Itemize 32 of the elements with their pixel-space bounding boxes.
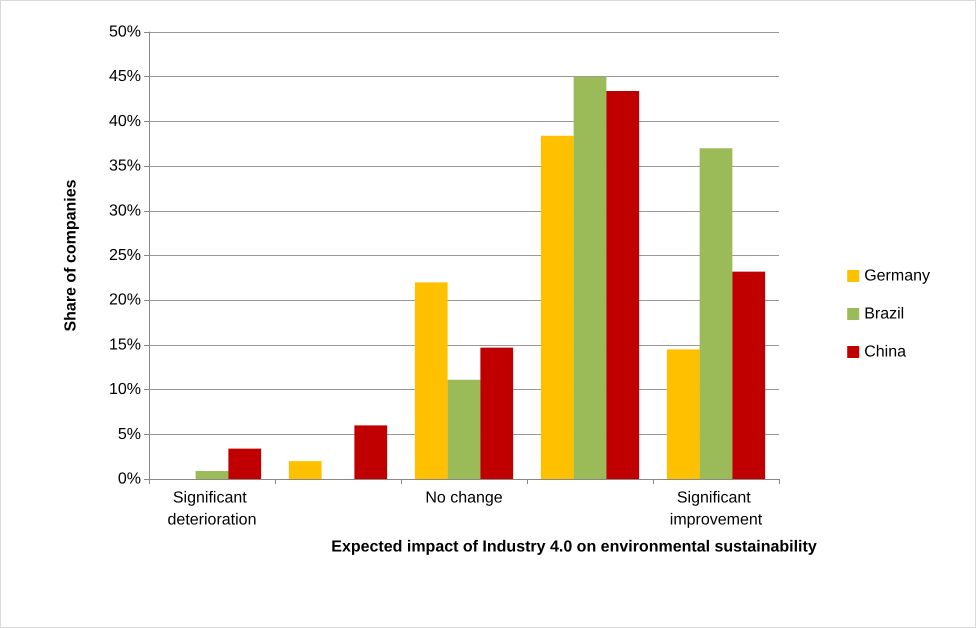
- bar: [480, 348, 514, 479]
- y-tick-label: 15%: [108, 336, 141, 354]
- bar: [354, 425, 388, 479]
- legend-label: China: [864, 344, 906, 360]
- y-tick-label: 35%: [108, 158, 141, 175]
- bar: [700, 148, 732, 479]
- x-tick-label: Significant improvement: [670, 490, 763, 528]
- bar: [574, 76, 606, 479]
- y-tick-label: 30%: [108, 202, 141, 220]
- bar: [196, 470, 228, 479]
- x-tick-label: Significant deterioration: [168, 490, 256, 528]
- x-tick-label: No change: [425, 490, 503, 506]
- legend-label: Brazil: [864, 306, 904, 322]
- bar: [540, 136, 574, 479]
- legend-label: Germany: [864, 268, 930, 284]
- y-tick-label: 10%: [108, 381, 141, 398]
- bar: [666, 349, 700, 479]
- y-tick-label: 25%: [108, 247, 141, 264]
- y-tick-label: 0%: [118, 470, 141, 488]
- y-tick-label: 50%: [108, 24, 141, 40]
- y-tick-label: 5%: [118, 426, 141, 443]
- y-tick-label: 45%: [108, 68, 141, 86]
- x-axis-title: Expected impact of Industry 4.0 on environmental sustainability: [331, 538, 817, 556]
- bar: [288, 461, 322, 479]
- bar: [606, 91, 640, 479]
- bar: [732, 272, 766, 479]
- bar: [414, 282, 448, 479]
- y-axis-title: Share of companies: [62, 179, 80, 332]
- bar: [448, 380, 480, 479]
- y-tick-label: 20%: [108, 292, 141, 309]
- bar: [228, 448, 262, 479]
- y-tick-label: 40%: [108, 112, 141, 130]
